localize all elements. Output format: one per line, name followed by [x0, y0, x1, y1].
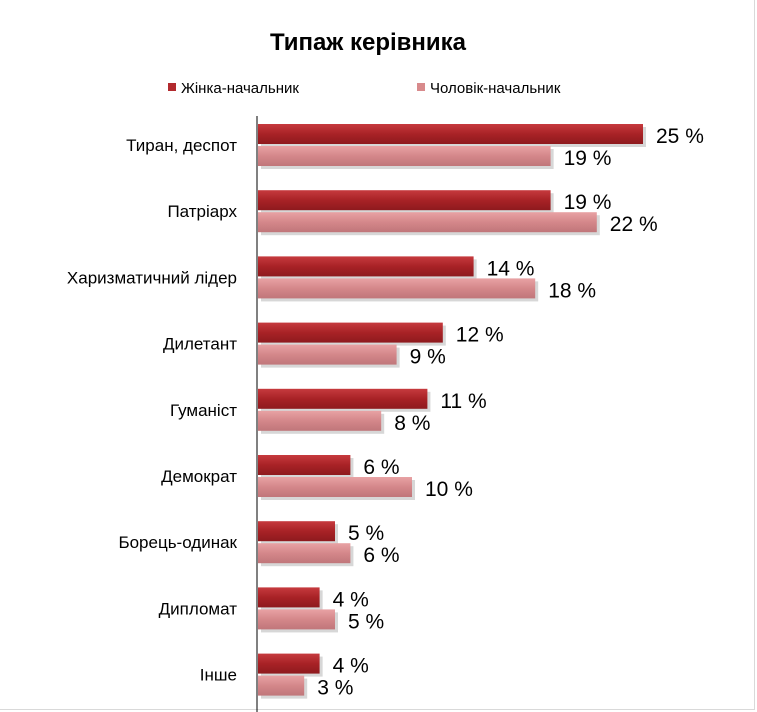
value-label-men-5: 10 %	[425, 478, 473, 501]
value-label-women-7: 4 %	[333, 588, 369, 611]
bar-women-3	[258, 322, 443, 343]
bar-men-8	[258, 675, 305, 696]
category-label-3: Дилетант	[163, 335, 237, 354]
bar-men-7	[258, 609, 335, 630]
value-label-women-1: 19 %	[564, 191, 612, 214]
value-label-men-6: 6 %	[363, 544, 399, 567]
bar-women-8	[258, 653, 320, 674]
bar-women-5	[258, 455, 351, 475]
category-label-8: Інше	[200, 666, 237, 685]
chart-title: Типаж керівника	[270, 29, 467, 56]
bar-men-2	[258, 278, 536, 299]
value-label-women-4: 11 %	[440, 390, 486, 413]
value-label-women-6: 5 %	[348, 522, 384, 545]
bar-women-6	[258, 521, 335, 542]
value-label-women-2: 14 %	[487, 257, 535, 280]
value-label-men-8: 3 %	[317, 677, 353, 700]
bar-men-6	[258, 543, 351, 564]
legend-swatch-women	[168, 83, 176, 91]
value-label-men-0: 19 %	[564, 147, 612, 170]
bar-men-1	[258, 212, 597, 233]
value-label-men-3: 9 %	[410, 346, 446, 369]
value-label-men-7: 5 %	[348, 610, 384, 633]
value-label-women-3: 12 %	[456, 324, 504, 347]
category-labels: Тиран, деспот Патріарх Харизматичний лідер…	[67, 136, 238, 685]
category-label-6: Борець-одинак	[118, 533, 237, 552]
bar-men-0	[258, 146, 551, 166]
bar-men-5	[258, 477, 412, 497]
value-label-men-1: 22 %	[610, 213, 658, 236]
bar-men-3	[258, 344, 397, 365]
value-label-women-0: 25 %	[656, 125, 704, 148]
bar-women-0	[258, 124, 643, 144]
category-label-0: Тиран, деспот	[126, 136, 237, 155]
category-label-7: Дипломат	[159, 599, 238, 618]
bar-women-2	[258, 256, 474, 277]
value-label-men-4: 8 %	[394, 412, 430, 435]
bar-women-1	[258, 190, 551, 211]
legend-label-men: Чоловік-начальник	[430, 80, 561, 97]
legend-label-women: Жінка-начальник	[181, 80, 299, 97]
value-label-women-8: 4 %	[333, 655, 369, 678]
legend-swatch-men	[417, 83, 425, 91]
legend: Жінка-начальник Чоловік-начальник	[168, 80, 561, 97]
bar-women-4	[258, 388, 428, 409]
category-label-4: Гуманіст	[170, 401, 237, 420]
value-label-women-5: 6 %	[363, 456, 399, 479]
value-label-men-2: 18 %	[548, 279, 596, 302]
bar-women-7	[258, 587, 320, 608]
category-label-1: Патріарх	[167, 202, 237, 221]
bars	[258, 124, 646, 699]
category-label-2: Харизматичний лідер	[67, 268, 237, 287]
value-labels: 25 %19 %19 %22 %14 %18 %12 %9 %11 %8 %6 …	[317, 125, 704, 700]
bar-men-4	[258, 410, 382, 431]
category-label-5: Демократ	[161, 467, 237, 486]
